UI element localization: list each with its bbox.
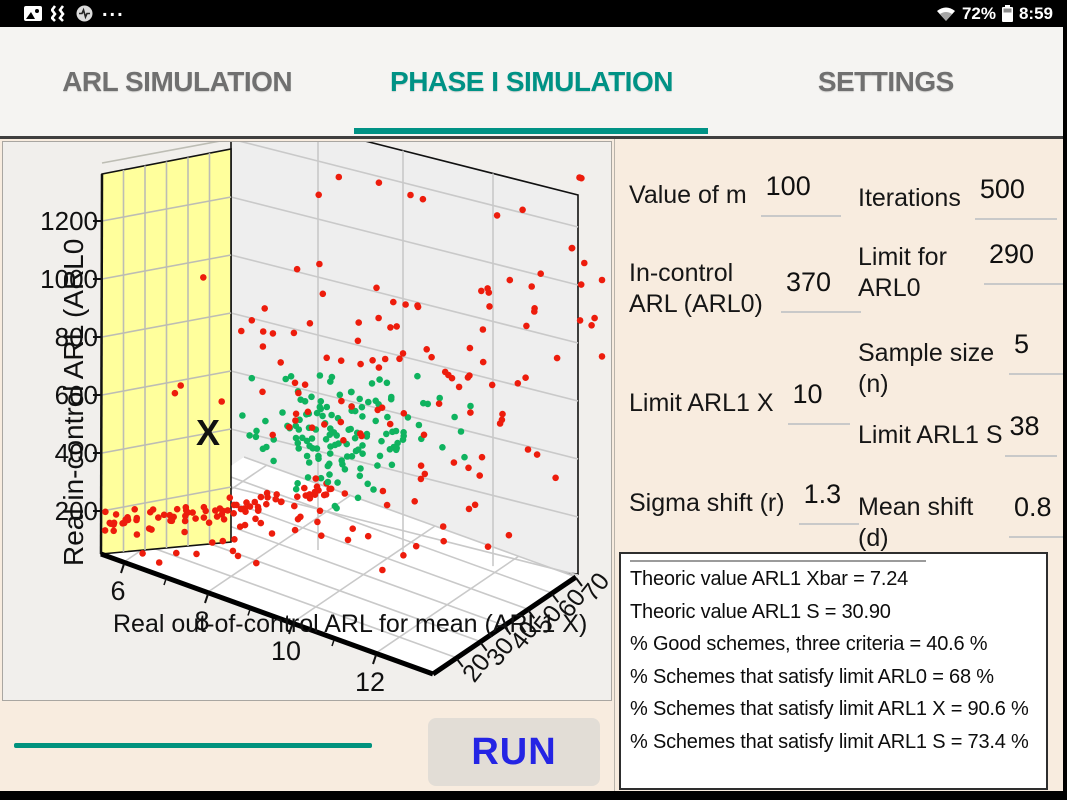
value-of-m-input[interactable]: 100: [760, 171, 841, 217]
field-sample-size: Sample size (n) 5: [858, 329, 1063, 400]
field-limit-arl0: Limit for ARL0 290: [858, 239, 1063, 304]
svg-text:Real in-control ARL (ARL0: Real in-control ARL (ARL0: [58, 239, 89, 566]
sigma-shift-input[interactable]: 1.3: [798, 479, 859, 525]
field-sigma-shift: Sigma shift (r) 1.3: [629, 479, 859, 534]
overflow-ellipsis-icon: ...: [102, 0, 125, 21]
wifi-icon: [936, 6, 956, 22]
battery-icon: [1001, 5, 1013, 22]
result-line: % Schemes that satisfy limit ARL0 = 68 %: [630, 665, 994, 688]
svg-text:12: 12: [355, 667, 385, 697]
tab-settings[interactable]: SETTINGS: [817, 65, 955, 97]
field-label: Limit ARL1 S: [858, 421, 1003, 449]
progress-bar: [14, 743, 372, 748]
results-top-rule: [630, 560, 926, 562]
svg-text:1000: 1000: [40, 264, 98, 294]
svg-text:800: 800: [55, 322, 98, 352]
field-mean-shift: Mean shift (d) 0.8: [858, 492, 1063, 554]
results-bottom-rule: _________________________: [630, 765, 936, 790]
battery-percentage: 72%: [961, 3, 996, 23]
svg-text:Real out-of-control ARL for m: Real out-of-control ARL for mean (ARL1 X…: [113, 610, 587, 638]
field-label: Limit ARL1 X: [629, 389, 774, 417]
field-value-of-m: Value of m 100: [629, 171, 841, 226]
field-in-control-arl: In-control ARL (ARL0) 370: [629, 258, 861, 322]
result-line: Theoric value ARL1 S = 30.90: [630, 600, 891, 623]
clock-time: 8:59: [1018, 3, 1053, 23]
field-label: Iterations: [858, 184, 961, 212]
status-bar-left-icons: ...: [24, 0, 125, 22]
svg-text:600: 600: [55, 380, 98, 410]
result-line: % Schemes that satisfy limit ARL1 S = 73…: [630, 730, 1029, 753]
svg-text:400: 400: [55, 438, 98, 468]
svg-text:X: X: [196, 412, 220, 453]
active-tab-indicator: [354, 128, 709, 134]
mean-shift-input[interactable]: 0.8: [1009, 492, 1063, 538]
bottom-bar: RUN: [0, 702, 614, 791]
field-label: Limit for ARL0: [858, 243, 947, 302]
tab-arl-simulation[interactable]: ARL SIMULATION: [62, 65, 293, 97]
media-circle-icon: [76, 5, 93, 22]
tab-bar: ARL SIMULATION PHASE I SIMULATION SETTIN…: [0, 27, 1063, 139]
field-limit-arl1-x: Limit ARL1 X 10: [629, 379, 850, 434]
simulation-results-box[interactable]: Theoric value ARL1 Xbar = 7.24 Theoric v…: [619, 552, 1048, 790]
svg-text:1200: 1200: [40, 206, 98, 236]
svg-text:10: 10: [271, 636, 301, 666]
status-bar-right: 72% 8:59: [936, 4, 1053, 24]
iterations-input[interactable]: 500: [974, 174, 1057, 220]
vibrate-icon: [50, 5, 67, 22]
field-label: In-control ARL (ARL0): [629, 259, 763, 318]
field-iterations: Iterations 500: [858, 174, 1057, 229]
tab-phase-i-simulation[interactable]: PHASE I SIMULATION: [390, 65, 673, 97]
result-line: % Good schemes, three criteria = 40.6 %: [630, 633, 988, 655]
phase1-3d-scatter-panel[interactable]: 200 400 600 800 1000 1200 6 8 10 12 20 30 40 50 60 70 Re…: [2, 141, 612, 701]
result-line: Theoric value ARL1 Xbar = 7.24: [630, 568, 909, 590]
field-limit-arl1-s: Limit ARL1 S 38: [858, 411, 1057, 466]
svg-text:6: 6: [110, 576, 125, 606]
status-bar: ... 72% 8:59: [0, 0, 1063, 27]
field-label: Mean shift (d): [858, 493, 974, 552]
in-control-arl-input[interactable]: 370: [781, 267, 861, 313]
limit-arl0-input[interactable]: 290: [984, 239, 1063, 285]
image-icon: [24, 6, 42, 21]
field-label: Value of m: [629, 181, 747, 209]
svg-text:8: 8: [194, 606, 209, 636]
limit-arl1-x-input[interactable]: 10: [787, 379, 850, 425]
run-button[interactable]: RUN: [428, 718, 600, 786]
sample-size-input[interactable]: 5: [1009, 329, 1063, 375]
svg-text:200: 200: [55, 496, 98, 526]
field-label: Sample size (n): [858, 339, 995, 398]
field-label: Sigma shift (r): [629, 489, 785, 517]
limit-arl1-s-input[interactable]: 38: [1004, 411, 1057, 457]
result-line: % Schemes that satisfy limit ARL1 X = 90…: [630, 698, 1029, 720]
